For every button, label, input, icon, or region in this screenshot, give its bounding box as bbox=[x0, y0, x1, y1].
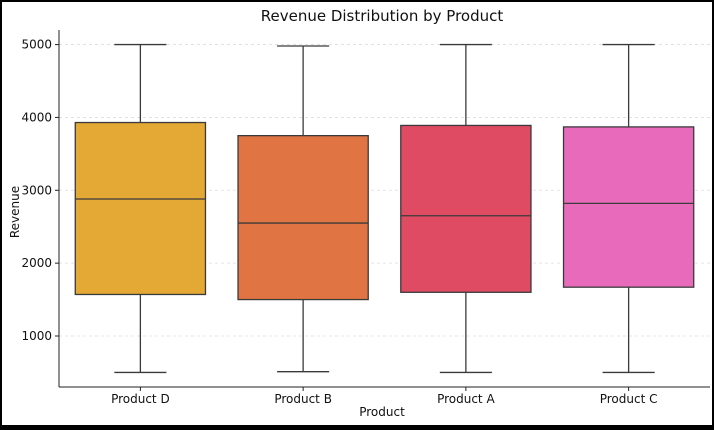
chart-title: Revenue Distribution by Product bbox=[261, 7, 504, 25]
x-tick-label: Product A bbox=[437, 392, 495, 406]
box-plot-chart: Revenue Distribution by Product Product … bbox=[8, 7, 710, 419]
y-tick-label: 3000 bbox=[21, 183, 52, 197]
box-product-c bbox=[562, 126, 695, 288]
box-product-b bbox=[237, 134, 369, 301]
box-product-a bbox=[400, 124, 532, 293]
x-tick-label: Product C bbox=[600, 392, 658, 406]
y-tick-label: 5000 bbox=[21, 38, 52, 52]
x-axis-label: Product bbox=[359, 405, 405, 419]
x-tick-label: Product B bbox=[274, 392, 332, 406]
y-tick-label: 1000 bbox=[21, 329, 52, 343]
y-tick-label: 2000 bbox=[21, 256, 52, 270]
box-product-d bbox=[74, 121, 207, 296]
plot-area: 1000 2000 3000 4000 5000 Product D Product B Pr… bbox=[21, 30, 710, 406]
x-tick-label: Product D bbox=[111, 392, 170, 406]
y-axis-label: Revenue bbox=[8, 186, 22, 238]
chart-frame: Revenue Distribution by Product Product … bbox=[2, 2, 712, 425]
y-tick-label: 4000 bbox=[21, 110, 52, 124]
